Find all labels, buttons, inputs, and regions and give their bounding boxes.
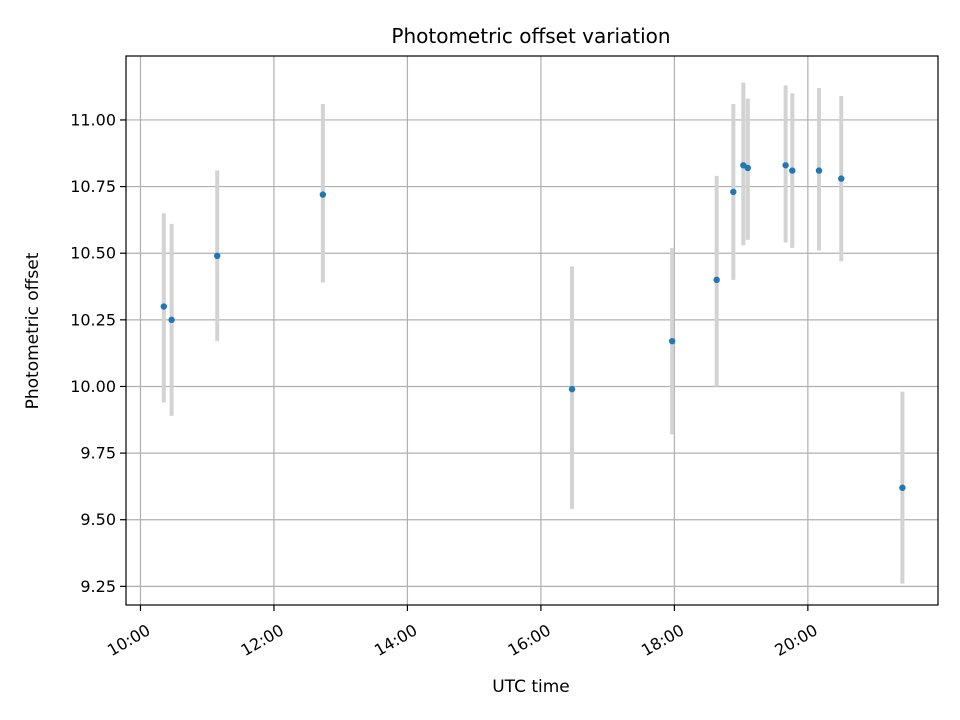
y-axis-ticks: 9.25 9.50 9.75 10.00 10.25 10.50 10.75 11.00: [70, 110, 126, 596]
y-tick-label: 9.75: [80, 444, 116, 463]
data-point: [568, 385, 576, 393]
y-tick-label: 10.00: [70, 377, 116, 396]
data-point: [744, 164, 751, 172]
data-point: [782, 162, 789, 169]
chart-title: Photometric offset variation: [391, 24, 670, 48]
y-tick-label: 10.75: [70, 177, 116, 196]
data-point: [730, 188, 737, 196]
y-axis-label: Photometric offset: [23, 252, 43, 409]
data-point: [838, 175, 845, 182]
data-point: [668, 337, 676, 345]
data-point: [168, 316, 175, 324]
y-tick-label: 9.25: [80, 577, 116, 596]
y-tick-label: 11.00: [70, 110, 116, 129]
data-point: [789, 167, 796, 174]
data-point: [319, 191, 327, 198]
y-tick-label: 10.25: [70, 310, 116, 329]
y-tick-label: 10.50: [70, 244, 116, 263]
data-point: [214, 252, 221, 260]
x-axis-label: UTC time: [492, 677, 570, 697]
data-points: [160, 162, 906, 491]
data-point: [815, 167, 823, 174]
data-point: [899, 484, 906, 491]
plot-frame: [125, 55, 939, 606]
data-point: [160, 303, 168, 310]
y-tick-label: 9.50: [80, 510, 116, 529]
grid-lines: [126, 56, 938, 605]
data-point: [713, 276, 720, 284]
